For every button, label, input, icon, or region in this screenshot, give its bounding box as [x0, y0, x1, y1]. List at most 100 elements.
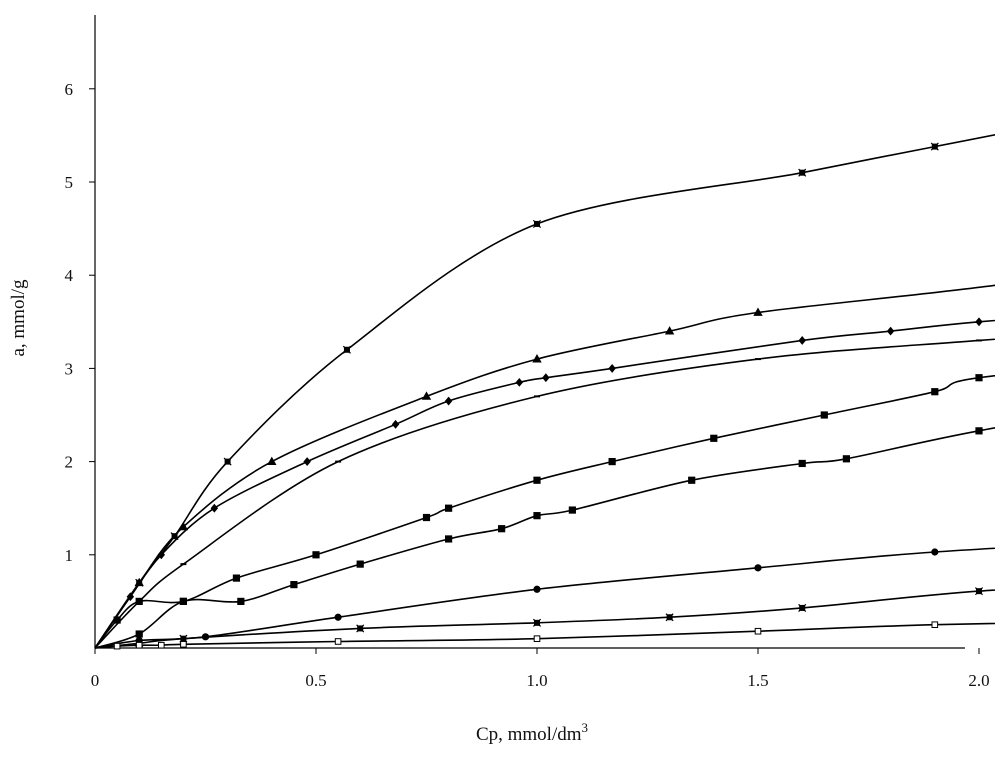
marker-series-2	[753, 307, 763, 316]
marker-series-5	[312, 551, 320, 559]
marker-series-6	[688, 476, 696, 484]
marker-series-6	[135, 630, 143, 638]
series-9	[94, 621, 995, 650]
series-5	[94, 374, 995, 649]
marker-series-8	[798, 603, 807, 612]
marker-series-1	[342, 345, 351, 354]
marker-series-1	[930, 142, 939, 151]
marker-series-6	[842, 455, 851, 463]
marker-series-2	[532, 354, 542, 363]
marker-series-5	[232, 574, 241, 582]
series-6	[94, 427, 995, 649]
series-line-5	[94, 374, 995, 649]
marker-series-3	[391, 419, 400, 429]
marker-series-2	[664, 326, 675, 335]
marker-series-8	[665, 613, 674, 622]
series-3	[94, 317, 995, 649]
marker-series-7	[533, 585, 541, 593]
marker-series-6	[179, 597, 187, 606]
marker-series-9	[158, 641, 165, 649]
y-axis-title: a, mmol/g	[8, 279, 29, 357]
marker-series-7	[931, 548, 939, 556]
marker-series-9	[931, 621, 939, 629]
marker-series-9	[334, 638, 342, 645]
marker-series-8	[532, 618, 542, 627]
marker-series-3	[515, 377, 524, 387]
x-tick-label: 1.5	[747, 671, 768, 690]
marker-series-9	[533, 635, 541, 642]
marker-series-5	[710, 434, 718, 442]
series-line-9	[94, 622, 995, 649]
marker-series-3	[126, 592, 135, 602]
series-8	[94, 587, 995, 649]
marker-series-9	[754, 627, 762, 635]
y-tick-label: 4	[65, 266, 74, 285]
x-tick-label: 0.5	[305, 671, 326, 690]
x-axis-ticks: 00.51.01.52.02.53.03.5	[91, 648, 990, 690]
marker-series-6	[568, 506, 576, 514]
series-1	[94, 134, 995, 649]
marker-series-8	[974, 587, 984, 596]
marker-series-7	[754, 564, 762, 572]
y-tick-label: 2	[65, 453, 74, 472]
marker-series-3	[303, 457, 311, 467]
marker-series-3	[608, 363, 616, 373]
marker-series-5	[931, 388, 939, 396]
marker-series-1-cross-b	[798, 168, 807, 177]
series-2	[94, 284, 995, 649]
marker-series-6	[498, 525, 506, 533]
series-line-8	[94, 589, 995, 649]
x-tick-label: 1.0	[526, 671, 547, 690]
marker-series-9	[135, 641, 143, 649]
marker-series-1-cross-b	[532, 219, 542, 228]
marker-series-6	[356, 560, 364, 568]
marker-series-1-cross-b	[342, 345, 351, 354]
marker-series-3	[210, 503, 219, 513]
series-layer	[94, 134, 995, 650]
x-tick-label: 0	[91, 671, 100, 690]
marker-series-8	[356, 624, 365, 633]
marker-series-3	[157, 550, 166, 560]
series-line-7	[94, 547, 995, 649]
marker-series-6	[798, 459, 806, 468]
marker-series-3	[444, 396, 453, 406]
y-axis-ticks: 1 2 3 4 5 6	[65, 80, 95, 565]
y-tick-label: 1	[65, 546, 74, 565]
marker-series-8-cross-b	[974, 587, 984, 596]
marker-series-1	[223, 457, 232, 466]
marker-series-5	[975, 374, 983, 382]
marker-series-6	[533, 512, 541, 520]
marker-series-6	[444, 535, 453, 543]
y-tick-label: 5	[65, 173, 74, 192]
marker-series-2	[178, 521, 189, 531]
x-axis-title: Cp, mmol/dm3	[476, 720, 588, 745]
marker-series-5	[820, 411, 828, 419]
marker-series-3	[975, 317, 983, 327]
series-line-2	[94, 284, 995, 649]
marker-series-8-cross-b	[356, 624, 365, 633]
marker-series-1	[798, 168, 807, 177]
marker-series-9	[113, 642, 121, 650]
marker-series-8-cross-b	[665, 613, 674, 622]
marker-series-6	[975, 427, 983, 435]
marker-series-8-cross-b	[532, 618, 542, 627]
marker-series-6	[290, 581, 298, 589]
y-tick-label: 6	[65, 80, 74, 99]
x-axis-title-superscript: 3	[582, 720, 589, 735]
marker-series-5	[113, 616, 121, 624]
marker-series-5	[135, 597, 143, 606]
marker-series-6	[237, 597, 245, 606]
marker-series-2	[267, 456, 277, 466]
marker-series-5	[444, 504, 453, 512]
axes	[94, 15, 965, 649]
marker-series-1-cross-b	[223, 457, 232, 466]
series-7	[94, 547, 995, 649]
marker-series-3	[798, 336, 806, 345]
marker-series-3	[542, 373, 550, 383]
marker-series-9	[180, 640, 187, 648]
marker-series-5	[422, 513, 431, 522]
marker-series-7	[334, 613, 342, 621]
marker-series-8-cross-b	[798, 603, 807, 612]
marker-series-2	[421, 391, 432, 400]
